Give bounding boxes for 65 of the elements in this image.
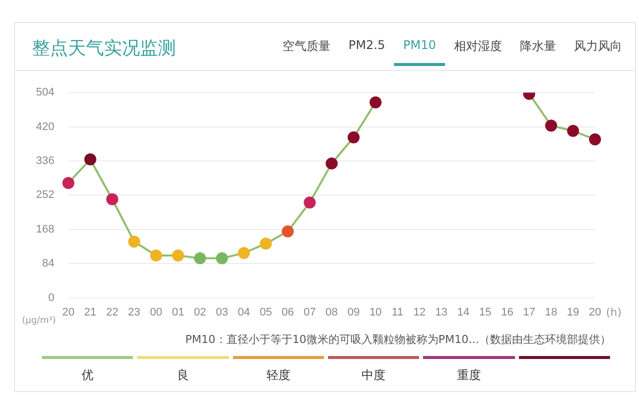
x-tick-label: 19 [566,306,580,318]
point [216,252,228,264]
x-tick-label: 15 [479,306,492,318]
x-tick-label: 06 [282,306,294,318]
text: PM10：直径小于等于10微米的可吸入颗粒物被称为PM10...（数据由生态环境部提供） [185,332,611,347]
point [282,225,294,238]
text: 轻度 [265,367,292,384]
x-tick-label: 18 [544,306,558,318]
x-tick-label: 21 [84,306,96,318]
point [348,131,360,144]
x-tick-label: 16 [501,306,514,318]
y-tick-label: 0 [48,292,54,304]
y-tick-label: 252 [36,189,54,202]
point [172,249,184,262]
x-tick-label: 13 [435,306,448,318]
text: 中度 [360,367,387,384]
point [150,249,162,262]
x-tick-label: 09 [347,306,360,318]
x-tick-label: 20 [588,306,602,318]
x-tick-label: 04 [238,306,250,318]
x-tick-label: 22 [106,306,118,318]
x-tick-label: 08 [326,306,338,318]
point [62,176,74,189]
point [194,252,206,264]
point [567,124,580,137]
text: 降水量 [519,38,557,55]
x-tick-label: 07 [304,306,316,318]
x-tick-label: 02 [194,306,206,318]
y-tick-label: 504 [36,86,54,99]
point [370,96,382,108]
point [589,133,601,146]
point [545,120,558,132]
text: 空气质量 [281,38,332,55]
x-tick-label: 03 [216,306,228,318]
x-tick-label: 12 [413,306,426,318]
x-tick-label: 14 [457,306,470,318]
text: 良 [176,367,190,384]
x-tick-label: 01 [172,306,184,318]
text: PM2.5 [347,38,386,54]
y-tick-label: 168 [36,223,54,236]
y-tick-label: 84 [42,258,54,270]
x-axis-title: (h) [606,306,622,319]
text: PM10 [402,38,437,54]
y-tick-label: 420 [36,120,54,133]
text: 重度 [456,367,482,384]
point [84,153,96,166]
point [326,157,338,170]
text: 风力风向 [573,38,623,55]
point [106,193,118,206]
x-tick-label: 20 [62,306,74,318]
text: 相对湿度 [453,38,503,55]
point [260,238,272,250]
x-tick-label: 10 [369,306,382,318]
y-axis-title: (μg/m³) [22,316,56,326]
x-tick-label: 17 [523,306,536,318]
x-tick-label: 23 [128,306,140,318]
point [128,236,140,248]
point [304,196,316,209]
point [238,247,250,260]
y-tick-label: 336 [36,155,54,168]
chart-title: 整点天气实况监测 [32,37,176,60]
x-tick-label: 00 [150,306,162,318]
text: 优 [80,367,95,384]
x-tick-label: 05 [260,306,272,318]
x-tick-label: 11 [392,306,404,318]
